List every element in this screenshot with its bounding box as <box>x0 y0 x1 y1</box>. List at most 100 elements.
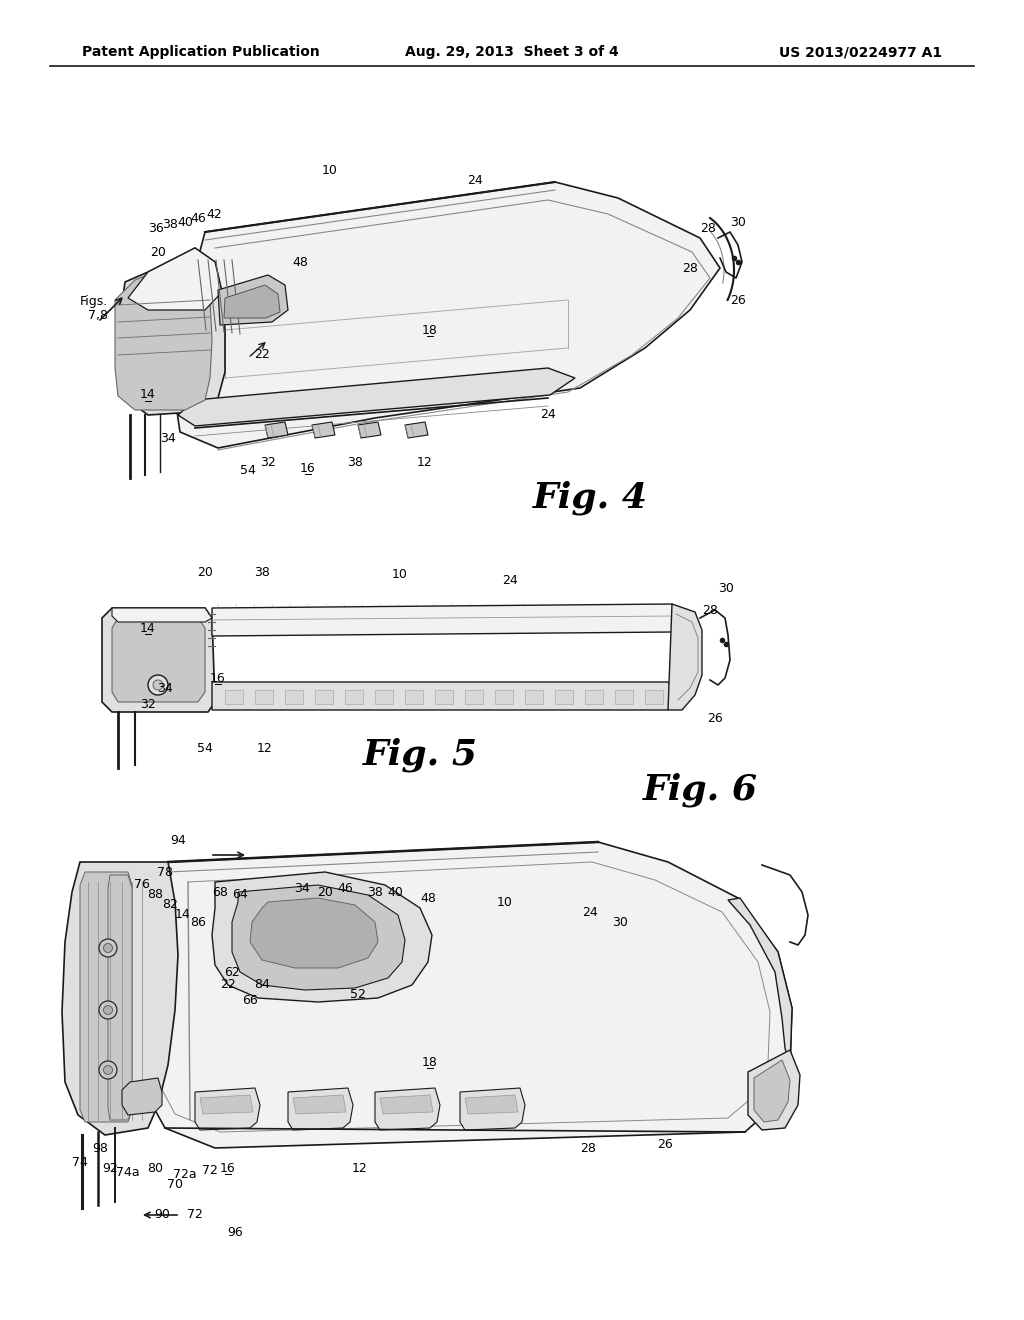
Text: 16: 16 <box>210 672 226 685</box>
Polygon shape <box>265 422 288 438</box>
Polygon shape <box>293 1096 346 1114</box>
Text: 16: 16 <box>300 462 315 474</box>
Text: 12: 12 <box>417 455 433 469</box>
Circle shape <box>99 1061 117 1078</box>
Polygon shape <box>375 1088 440 1130</box>
Text: Patent Application Publication: Patent Application Publication <box>82 45 319 59</box>
Polygon shape <box>748 1049 800 1130</box>
Circle shape <box>103 1065 113 1074</box>
Polygon shape <box>406 690 423 704</box>
Text: 72: 72 <box>187 1209 203 1221</box>
Text: 10: 10 <box>392 568 408 581</box>
Polygon shape <box>312 422 335 438</box>
Text: 28: 28 <box>580 1142 596 1155</box>
Polygon shape <box>728 898 792 1068</box>
Polygon shape <box>315 690 333 704</box>
Text: 12: 12 <box>257 742 272 755</box>
Text: 24: 24 <box>467 173 483 186</box>
Text: 88: 88 <box>147 888 163 902</box>
Text: 20: 20 <box>197 565 213 578</box>
Text: 54: 54 <box>197 742 213 755</box>
Circle shape <box>103 1006 113 1015</box>
Text: 30: 30 <box>730 215 745 228</box>
Polygon shape <box>555 690 573 704</box>
Polygon shape <box>112 618 205 702</box>
Text: 64: 64 <box>232 888 248 902</box>
Polygon shape <box>195 1088 260 1130</box>
Text: 24: 24 <box>502 573 518 586</box>
Polygon shape <box>218 275 288 325</box>
Text: 72: 72 <box>202 1163 218 1176</box>
Polygon shape <box>108 875 132 1119</box>
Text: 92: 92 <box>102 1162 118 1175</box>
Polygon shape <box>375 690 393 704</box>
Text: 62: 62 <box>224 965 240 978</box>
Text: 38: 38 <box>367 886 383 899</box>
Polygon shape <box>212 605 678 636</box>
Polygon shape <box>62 862 178 1135</box>
Polygon shape <box>285 690 303 704</box>
Polygon shape <box>465 690 483 704</box>
Text: 16: 16 <box>220 1162 236 1175</box>
Text: 18: 18 <box>422 1056 438 1068</box>
Polygon shape <box>200 1096 253 1114</box>
Text: 36: 36 <box>148 222 164 235</box>
Text: 74a: 74a <box>116 1166 140 1179</box>
Text: 26: 26 <box>657 1138 673 1151</box>
Text: 82: 82 <box>162 899 178 912</box>
Polygon shape <box>224 285 280 318</box>
Polygon shape <box>122 1078 162 1115</box>
Text: 76: 76 <box>134 879 150 891</box>
Text: 24: 24 <box>540 408 556 421</box>
Circle shape <box>103 944 113 953</box>
Polygon shape <box>525 690 543 704</box>
Text: 14: 14 <box>175 908 190 921</box>
Polygon shape <box>80 873 132 1122</box>
Polygon shape <box>128 248 222 310</box>
Text: Figs.: Figs. <box>80 296 108 309</box>
Text: Aug. 29, 2013  Sheet 3 of 4: Aug. 29, 2013 Sheet 3 of 4 <box>406 45 618 59</box>
Text: 26: 26 <box>730 293 745 306</box>
Text: 96: 96 <box>227 1225 243 1238</box>
Text: 28: 28 <box>700 222 716 235</box>
Text: 40: 40 <box>387 886 402 899</box>
Text: 28: 28 <box>702 603 718 616</box>
Text: Fig. 6: Fig. 6 <box>642 772 758 808</box>
Polygon shape <box>495 690 513 704</box>
Text: 68: 68 <box>212 886 228 899</box>
Text: 90: 90 <box>154 1209 170 1221</box>
Text: 34: 34 <box>160 432 176 445</box>
Text: 20: 20 <box>151 246 166 259</box>
Polygon shape <box>288 1088 353 1130</box>
Text: 7,8: 7,8 <box>88 309 108 322</box>
Text: 20: 20 <box>317 886 333 899</box>
Text: 28: 28 <box>682 261 698 275</box>
Text: 78: 78 <box>157 866 173 879</box>
Polygon shape <box>212 682 672 710</box>
Text: 54: 54 <box>240 463 256 477</box>
Text: 10: 10 <box>497 895 513 908</box>
Text: 14: 14 <box>140 388 156 401</box>
Text: 34: 34 <box>294 882 310 895</box>
Polygon shape <box>345 690 362 704</box>
Text: 80: 80 <box>147 1162 163 1175</box>
Text: 14: 14 <box>140 622 156 635</box>
Polygon shape <box>255 690 273 704</box>
Text: Fig. 4: Fig. 4 <box>532 480 647 515</box>
Text: 66: 66 <box>242 994 258 1006</box>
Polygon shape <box>380 1096 433 1114</box>
Polygon shape <box>585 690 603 704</box>
Circle shape <box>99 1001 117 1019</box>
Text: 48: 48 <box>292 256 308 268</box>
Polygon shape <box>140 842 792 1148</box>
Polygon shape <box>645 690 663 704</box>
Text: US 2013/0224977 A1: US 2013/0224977 A1 <box>779 45 942 59</box>
Text: 84: 84 <box>254 978 270 991</box>
Polygon shape <box>225 690 243 704</box>
Polygon shape <box>668 605 702 710</box>
Circle shape <box>99 939 117 957</box>
Text: 74: 74 <box>72 1155 88 1168</box>
Text: 26: 26 <box>708 711 723 725</box>
Polygon shape <box>115 257 212 411</box>
Text: 70: 70 <box>167 1179 183 1192</box>
